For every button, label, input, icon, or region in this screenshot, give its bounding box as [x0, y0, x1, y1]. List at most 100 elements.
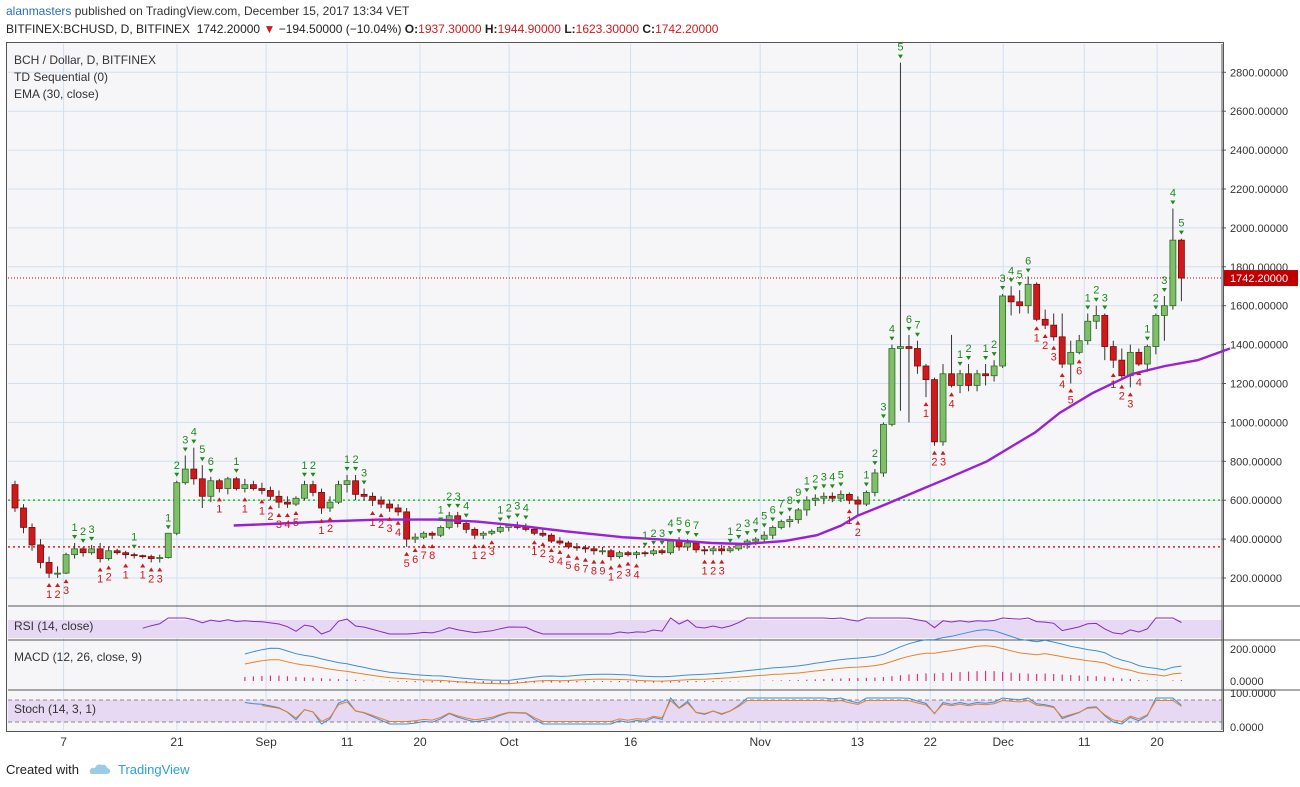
td-up-count: 5: [1017, 269, 1023, 281]
price-tick-label: 1400.00000: [1230, 340, 1288, 352]
td-up-count: 1: [131, 532, 137, 544]
candle-body: [718, 548, 726, 552]
td-down-count: 4: [1136, 377, 1142, 389]
ema-line: [233, 347, 1231, 546]
candle-body: [471, 528, 479, 536]
td-down-count: 2: [148, 573, 154, 585]
candle-body: [352, 480, 359, 495]
td-up-count: 5: [761, 510, 767, 522]
td-down-arrow: [489, 540, 495, 545]
td-up-count: 2: [352, 454, 358, 466]
candle-body: [1084, 320, 1092, 342]
td-up-count: 1: [72, 522, 78, 534]
candle-body: [760, 534, 768, 540]
stoch-tick-label: 100.0000: [1230, 688, 1276, 700]
td-up-count: 3: [1161, 275, 1167, 287]
td-down-arrow: [949, 392, 955, 397]
td-down-arrow: [395, 520, 401, 525]
td-up-arrow: [523, 515, 529, 520]
candle-body: [752, 538, 760, 542]
candle-body: [999, 295, 1007, 367]
td-down-arrow: [940, 450, 946, 455]
td-down-arrow: [429, 544, 435, 549]
rsi-band: [8, 620, 1222, 638]
candle-body: [599, 550, 606, 553]
candle-body: [982, 373, 989, 377]
candle-body: [658, 550, 666, 554]
td-down-arrow: [157, 567, 163, 572]
td-up-arrow: [736, 534, 742, 539]
candle-body: [1126, 351, 1134, 377]
td-down-arrow: [370, 511, 376, 516]
time-tick-label: 20: [1150, 735, 1164, 749]
price-tick-label: 2400.00000: [1230, 145, 1288, 157]
candle-body: [786, 519, 794, 522]
author-link[interactable]: alanmasters: [6, 4, 72, 18]
legend-macd[interactable]: MACD (12, 26, close, 9): [14, 650, 143, 664]
candle-body: [769, 527, 777, 536]
candle-body: [573, 546, 581, 549]
macd-tick-label: 200.0000: [1230, 644, 1276, 656]
td-down-arrow: [97, 567, 103, 572]
candle-body: [20, 507, 27, 528]
candle-body: [1050, 324, 1058, 338]
candle-body: [445, 515, 453, 528]
td-up-arrow: [642, 542, 648, 547]
candle-body: [1101, 315, 1109, 347]
candle-body: [965, 373, 972, 386]
candle-body: [496, 527, 504, 532]
candle-body: [232, 478, 240, 489]
td-down-count: 7: [421, 550, 427, 562]
td-down-count: 1: [242, 503, 248, 515]
td-up-count: 5: [838, 469, 844, 481]
td-up-count: 4: [191, 427, 197, 439]
candle-body: [479, 532, 487, 536]
legend-td[interactable]: TD Sequential (0): [14, 70, 109, 84]
legend-stoch[interactable]: Stoch (14, 3, 1): [14, 702, 97, 716]
candle-body: [1135, 351, 1143, 365]
legend-title: BCH / Dollar, D, BITFINEX: [14, 53, 157, 67]
td-down-count: 3: [276, 519, 282, 531]
td-up-arrow: [182, 447, 188, 452]
td-down-arrow: [855, 520, 861, 525]
price-tick-label: 1000.00000: [1230, 417, 1288, 429]
time-tick-label: 21: [170, 735, 184, 749]
td-up-count: 3: [182, 434, 188, 446]
td-down-count: 1: [1110, 379, 1116, 391]
td-down-arrow: [582, 557, 588, 562]
candle-body: [37, 544, 44, 563]
td-up-count: 4: [523, 503, 529, 515]
td-up-count: 1: [863, 469, 869, 481]
td-down-count: 1: [46, 589, 52, 601]
tradingview-link[interactable]: TradingView: [118, 762, 190, 777]
td-up-arrow: [1000, 286, 1006, 291]
td-up-count: 3: [514, 501, 520, 513]
stoch-d-line: [261, 699, 1182, 723]
last-price-badge: [1224, 270, 1298, 287]
td-up-arrow: [1178, 230, 1184, 235]
td-up-count: 3: [455, 491, 461, 503]
candle-body: [394, 507, 402, 513]
td-down-arrow: [284, 512, 290, 517]
candle-body: [616, 552, 623, 558]
td-down-arrow: [599, 559, 605, 564]
td-up-arrow: [897, 54, 903, 59]
td-up-arrow: [966, 356, 972, 361]
time-tick-label: 13: [851, 735, 865, 749]
td-down-count: 2: [1119, 391, 1125, 403]
td-down-count: 3: [940, 457, 946, 469]
td-up-arrow: [463, 513, 469, 518]
candle-body: [1041, 318, 1049, 326]
candle-body: [837, 493, 845, 499]
td-down-count: 4: [633, 570, 639, 582]
td-down-arrow: [1119, 384, 1125, 389]
legend-rsi[interactable]: RSI (14, close): [14, 619, 94, 633]
close-label: C:: [642, 22, 656, 36]
legend-ema[interactable]: EMA (30, close): [14, 87, 99, 101]
candle-body: [207, 480, 215, 497]
td-up-count: 2: [310, 460, 316, 472]
td-up-arrow: [1161, 287, 1167, 292]
price-change: −194.50000 (−10.04%): [278, 22, 402, 36]
